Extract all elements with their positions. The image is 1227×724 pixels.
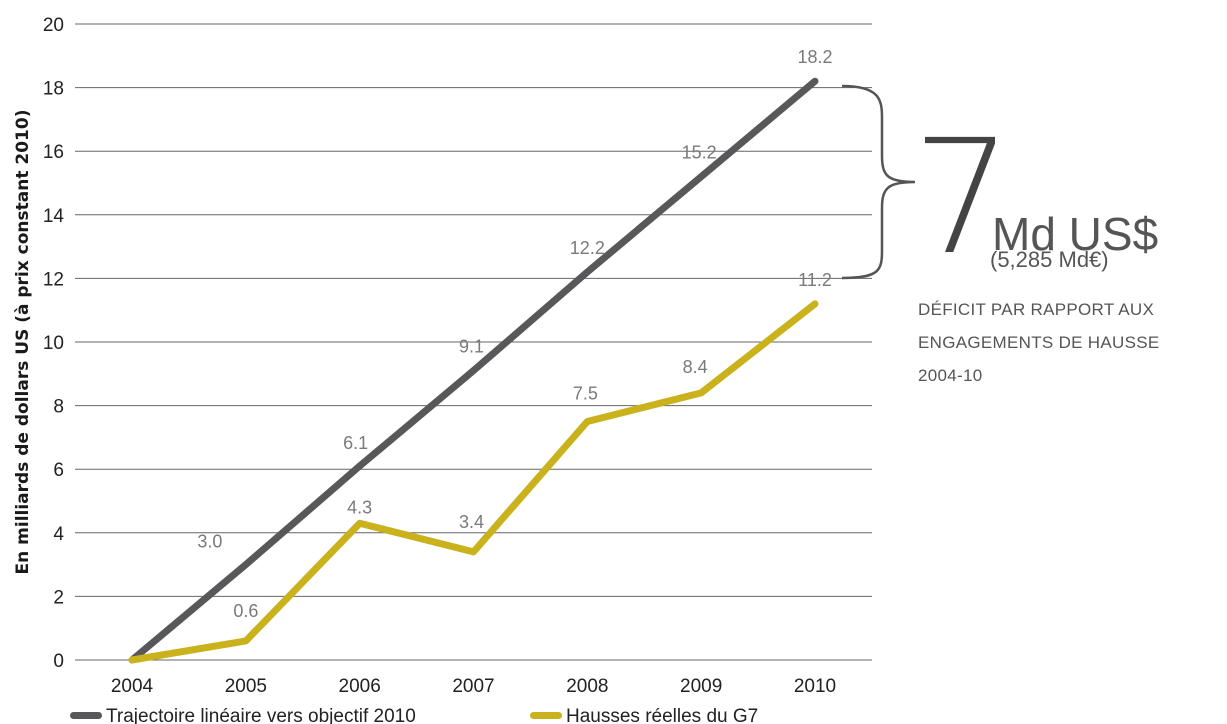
legend-swatch-g7 [530,712,562,719]
legend: Trajectoire linéaire vers objectif 2010 … [70,706,758,724]
x-tick-label: 2004 [111,676,154,697]
deficit-note-line: DÉFICIT PAR RAPPORT AUX [918,300,1154,319]
data-label: 4.3 [347,497,372,517]
legend-label-g7: Hausses réelles du G7 [566,706,758,724]
x-tick-label: 2009 [680,676,722,697]
data-labels: 3.0 6.1 9.1 12.2 15.2 18.2 0.6 4.3 3.4 7.5 8.4 11.2 [197,47,832,621]
x-tick-label: 2007 [452,676,494,697]
legend-swatch-linear [70,712,102,719]
y-tick-label: 18 [43,79,64,100]
y-tick-label: 10 [43,333,64,354]
y-tick-label: 4 [53,524,64,545]
data-point [359,465,361,467]
y-tick-label: 14 [43,206,65,227]
data-label: 12.2 [570,238,605,258]
data-label: 11.2 [798,270,832,290]
x-tick-label: 2008 [566,676,608,697]
data-label: 8.4 [683,357,708,377]
y-axis-label: En milliards de dollars US (à prix const… [13,110,33,575]
data-point [245,564,247,566]
x-tick-label: 2006 [339,676,381,697]
data-label: 3.0 [197,532,222,552]
data-label: 7.5 [573,384,598,404]
data-label: 3.4 [459,512,484,532]
data-point [700,176,702,178]
data-label: 9.1 [459,337,484,357]
y-tick-label: 2 [53,587,64,608]
deficit-note-line: 2004-10 [918,366,983,385]
data-point [245,640,247,642]
data-label: 15.2 [682,143,717,163]
y-axis-ticks: 0 2 4 6 8 10 12 14 16 18 20 [43,15,65,672]
x-axis-ticks: 2004 2005 2006 2007 2008 2009 2010 [111,676,836,697]
data-label: 0.6 [233,601,258,621]
y-tick-label: 8 [53,397,64,418]
series-lines [128,77,819,664]
y-tick-label: 20 [43,15,64,36]
data-label: 6.1 [343,433,368,453]
y-tick-label: 12 [43,269,64,290]
deficit-euro: (5,285 Md€) [990,247,1109,272]
data-label: 18.2 [797,47,832,67]
y-tick-label: 16 [43,142,64,163]
data-point [586,421,588,422]
data-point [473,551,474,553]
x-tick-label: 2005 [225,676,267,697]
legend-label-linear: Trajectoire linéaire vers objectif 2010 [106,706,416,724]
data-point [700,392,702,394]
data-point [586,271,588,273]
deficit-big-number: 7 [912,106,1013,290]
data-point [131,659,133,661]
y-tick-label: 6 [53,460,64,481]
y-tick-label: 0 [53,651,64,672]
deficit-unit: Md US$ [992,208,1158,260]
data-point [814,303,816,305]
x-tick-label: 2010 [794,676,836,697]
curly-bracket [841,84,916,280]
data-point [359,522,361,524]
data-point [814,80,816,82]
deficit-note-line: ENGAGEMENTS DE HAUSSE [918,333,1160,352]
data-point [473,370,474,372]
